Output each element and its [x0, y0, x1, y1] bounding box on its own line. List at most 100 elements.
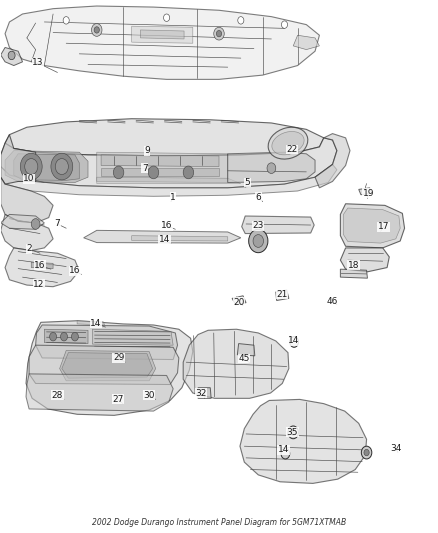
Text: 7: 7 [142, 164, 148, 173]
Circle shape [238, 17, 244, 24]
Polygon shape [1, 165, 337, 196]
Text: 6: 6 [255, 193, 261, 202]
Text: 1: 1 [170, 193, 176, 202]
Circle shape [92, 23, 102, 36]
Text: 35: 35 [286, 428, 298, 437]
Polygon shape [101, 168, 219, 176]
Polygon shape [5, 119, 324, 156]
Text: 19: 19 [363, 189, 374, 198]
Text: 45: 45 [239, 354, 250, 363]
Circle shape [51, 154, 73, 180]
Circle shape [364, 449, 369, 456]
Polygon shape [84, 230, 241, 243]
Polygon shape [228, 152, 315, 182]
Polygon shape [359, 188, 372, 195]
Polygon shape [77, 321, 105, 325]
Circle shape [20, 154, 42, 180]
Circle shape [282, 21, 288, 28]
Circle shape [71, 333, 78, 341]
Text: 14: 14 [159, 236, 170, 245]
Polygon shape [1, 138, 337, 188]
Circle shape [249, 229, 268, 253]
Circle shape [25, 159, 38, 174]
Polygon shape [14, 154, 79, 180]
Circle shape [60, 333, 67, 341]
Polygon shape [237, 344, 255, 356]
Polygon shape [44, 329, 88, 344]
Circle shape [8, 51, 15, 60]
Text: 10: 10 [23, 174, 35, 183]
Text: 2002 Dodge Durango Instrument Panel Diagram for 5GM71XTMAB: 2002 Dodge Durango Instrument Panel Diag… [92, 518, 346, 527]
Circle shape [113, 166, 124, 179]
Polygon shape [1, 47, 22, 66]
Polygon shape [62, 353, 152, 378]
Circle shape [253, 235, 264, 247]
Polygon shape [1, 214, 53, 251]
Text: 18: 18 [348, 261, 359, 270]
Circle shape [31, 219, 40, 229]
Circle shape [216, 30, 222, 37]
Text: 21: 21 [277, 289, 288, 298]
Polygon shape [60, 351, 155, 381]
Text: 30: 30 [143, 391, 155, 400]
Ellipse shape [272, 132, 304, 155]
Circle shape [281, 448, 290, 459]
Text: 7: 7 [55, 220, 60, 229]
Polygon shape [1, 214, 44, 229]
Text: 27: 27 [112, 395, 124, 404]
Text: 16: 16 [161, 221, 173, 230]
Text: 2: 2 [26, 245, 32, 254]
Polygon shape [92, 329, 173, 345]
Text: 5: 5 [244, 178, 250, 187]
Polygon shape [1, 135, 35, 184]
Polygon shape [29, 345, 179, 384]
Circle shape [94, 27, 99, 33]
Text: 20: 20 [233, 297, 244, 306]
Text: 23: 23 [253, 221, 264, 230]
Text: 14: 14 [287, 336, 299, 345]
Polygon shape [97, 177, 241, 183]
Polygon shape [242, 216, 314, 233]
Text: 12: 12 [33, 279, 45, 288]
Polygon shape [183, 329, 289, 398]
Polygon shape [343, 208, 400, 243]
Circle shape [288, 426, 298, 439]
Polygon shape [1, 177, 53, 223]
Text: 28: 28 [52, 391, 63, 400]
Text: 46: 46 [327, 296, 338, 305]
Polygon shape [293, 35, 319, 50]
Circle shape [290, 429, 296, 435]
Circle shape [148, 166, 159, 179]
Circle shape [163, 14, 170, 21]
Text: 34: 34 [390, 445, 402, 454]
Circle shape [361, 446, 372, 459]
Polygon shape [132, 236, 228, 241]
Polygon shape [141, 30, 184, 39]
Polygon shape [240, 399, 367, 483]
Circle shape [49, 333, 57, 341]
Polygon shape [26, 374, 173, 411]
Polygon shape [340, 248, 389, 272]
Circle shape [55, 159, 68, 174]
Polygon shape [5, 151, 88, 182]
Circle shape [63, 17, 69, 24]
Polygon shape [276, 290, 289, 301]
Text: 9: 9 [144, 146, 150, 155]
Ellipse shape [268, 127, 308, 159]
Polygon shape [5, 248, 79, 287]
Text: 14: 14 [278, 446, 290, 455]
Polygon shape [232, 296, 246, 305]
Text: 16: 16 [69, 266, 81, 275]
Text: 22: 22 [287, 145, 298, 154]
Polygon shape [340, 204, 405, 248]
Text: 32: 32 [195, 389, 206, 398]
Circle shape [267, 163, 276, 173]
Text: 17: 17 [378, 222, 389, 231]
Circle shape [35, 262, 40, 269]
Polygon shape [315, 134, 350, 188]
Text: 16: 16 [34, 261, 46, 270]
Polygon shape [35, 325, 177, 360]
Circle shape [183, 166, 194, 179]
Polygon shape [31, 262, 53, 269]
Text: 14: 14 [90, 319, 102, 328]
